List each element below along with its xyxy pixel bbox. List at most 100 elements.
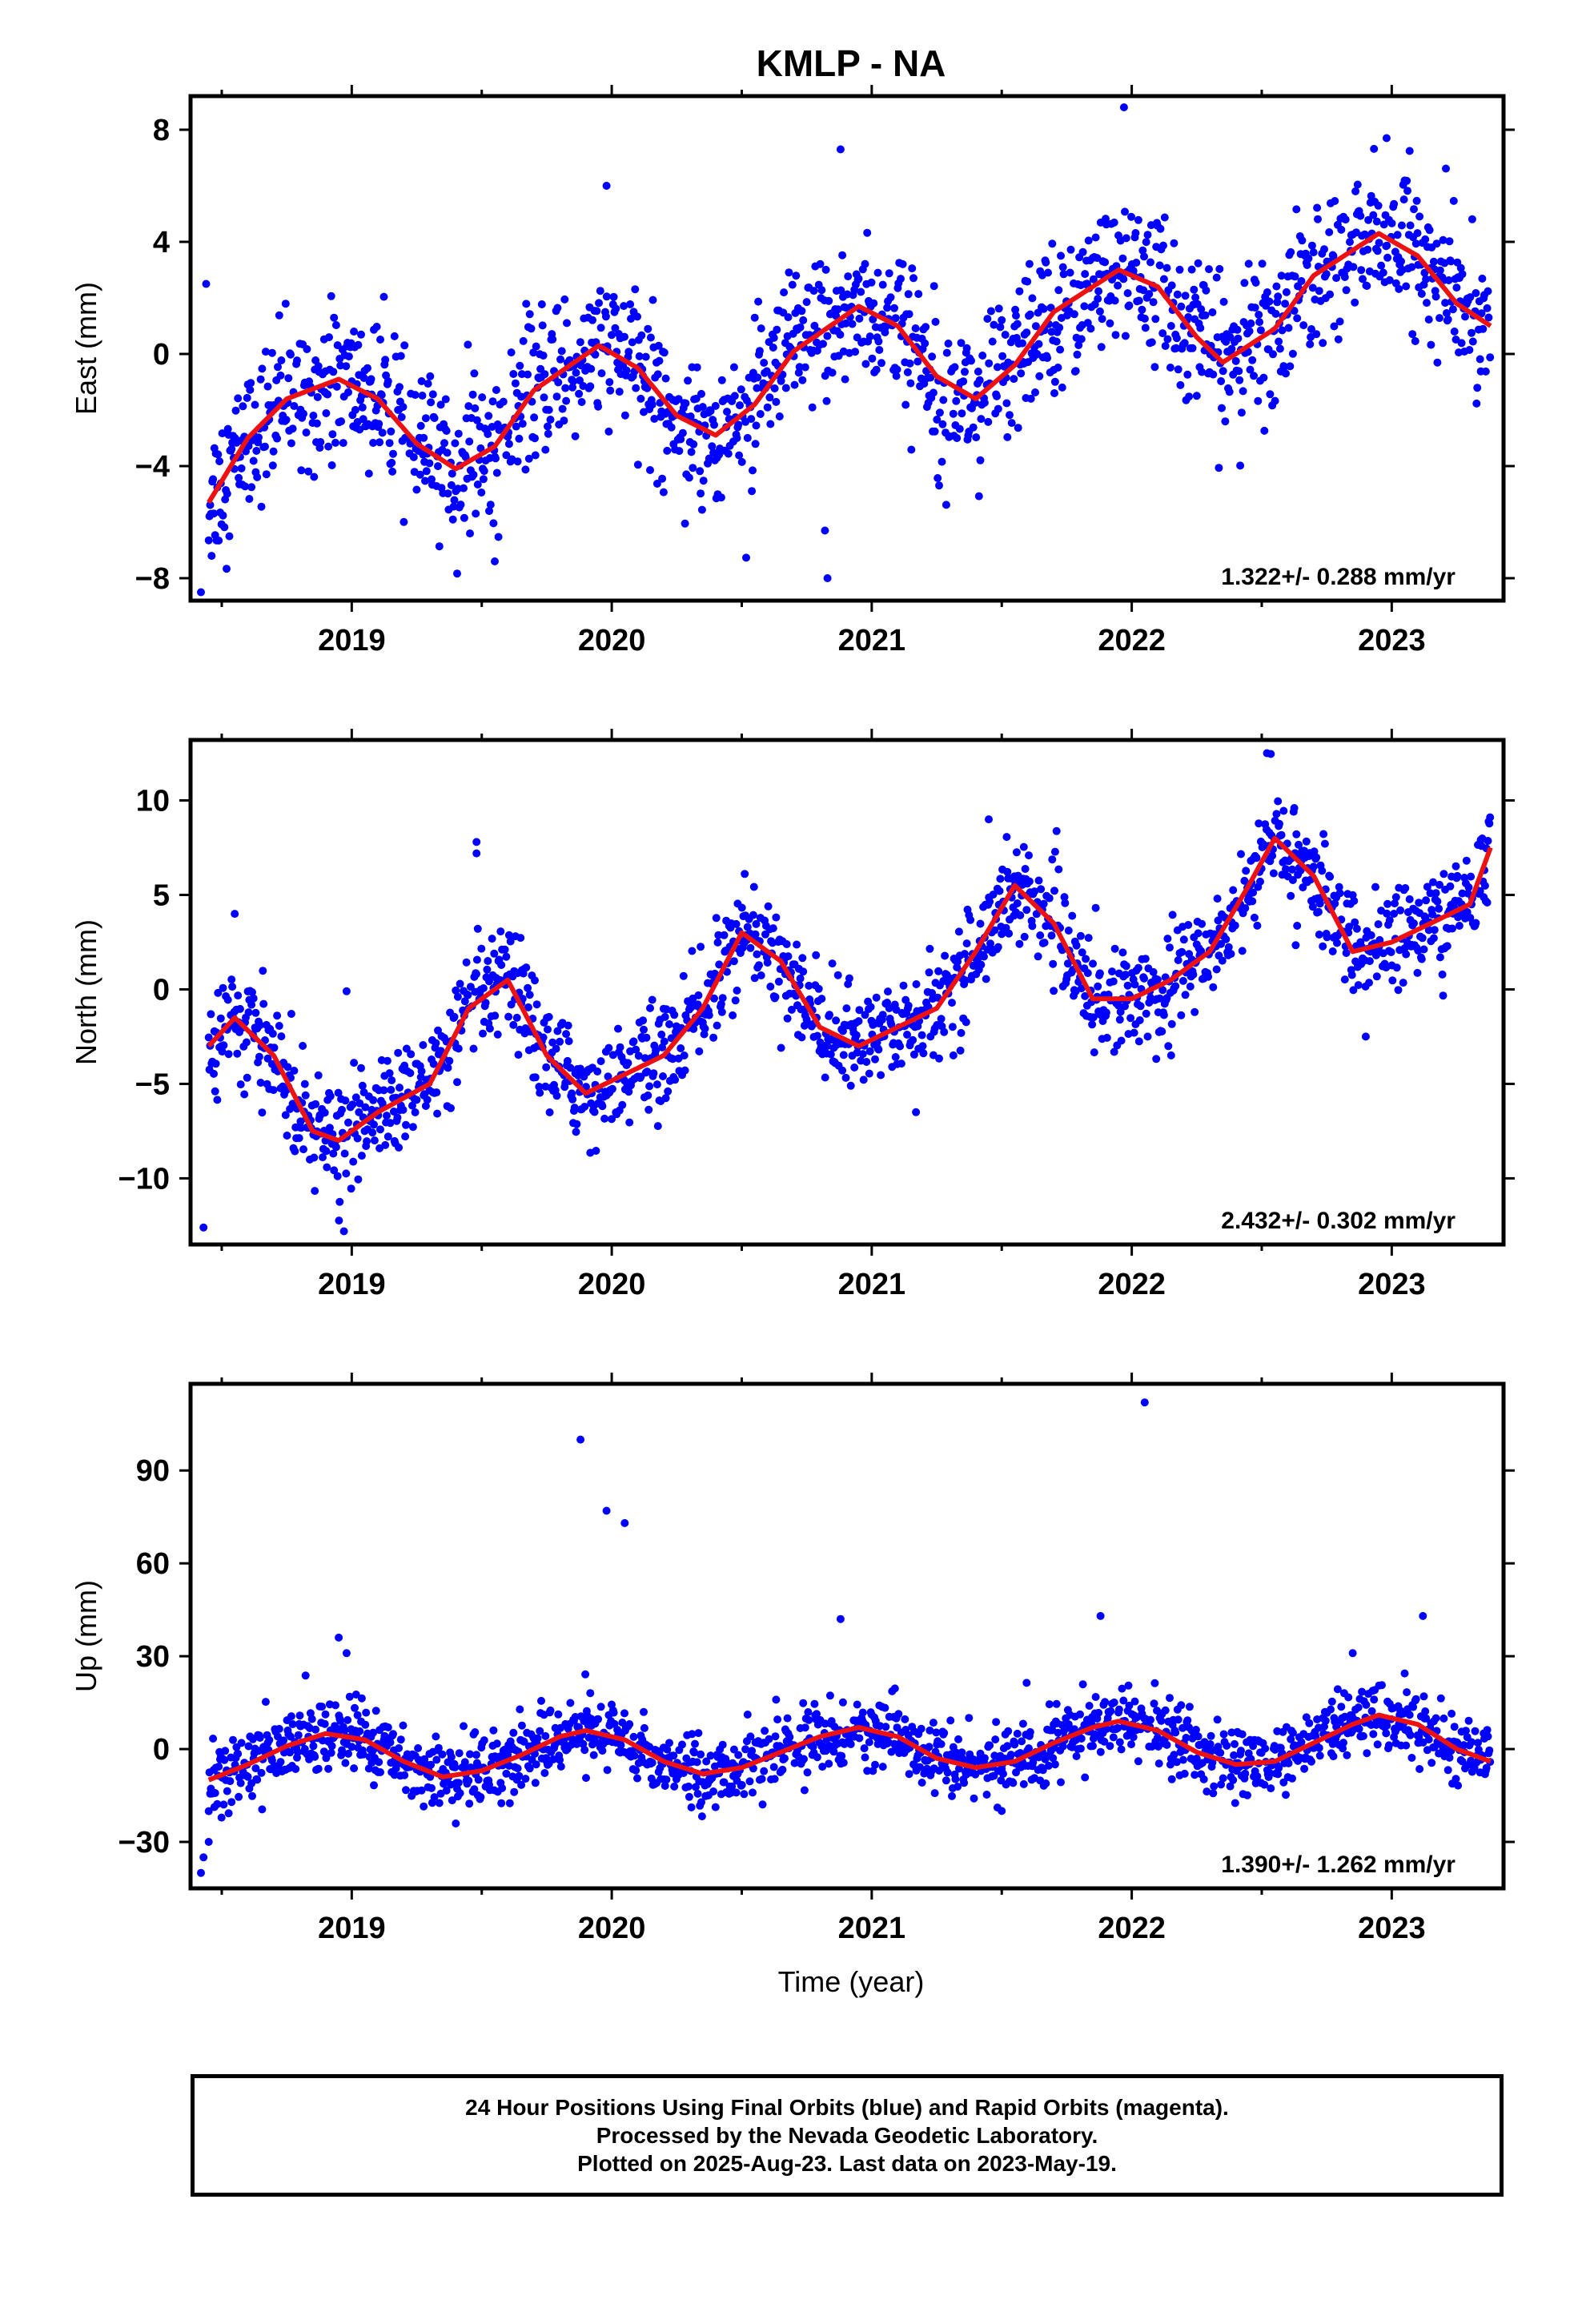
- data-point: [536, 1088, 544, 1097]
- data-point: [906, 379, 915, 388]
- data-point: [1486, 353, 1495, 362]
- data-point: [1423, 883, 1431, 891]
- data-point: [926, 944, 934, 953]
- data-point: [943, 1768, 952, 1777]
- data-point: [971, 398, 980, 407]
- data-point: [1010, 375, 1018, 384]
- data-point: [788, 280, 797, 289]
- data-point: [1012, 848, 1021, 857]
- data-point: [1274, 1770, 1283, 1779]
- data-point: [878, 1011, 887, 1019]
- data-point: [1328, 947, 1337, 955]
- data-point: [710, 994, 718, 1003]
- data-point: [1106, 319, 1114, 328]
- data-point: [497, 961, 506, 969]
- data-point: [1411, 1695, 1420, 1703]
- data-point: [448, 1796, 456, 1805]
- data-point: [1424, 926, 1433, 935]
- data-point: [1110, 1698, 1118, 1707]
- data-point: [1307, 1757, 1315, 1766]
- data-point: [1050, 987, 1058, 995]
- data-point: [350, 1764, 359, 1773]
- data-point: [544, 422, 552, 431]
- data-point: [223, 424, 232, 433]
- data-point: [417, 1786, 426, 1795]
- data-point: [1010, 1740, 1019, 1749]
- data-point: [402, 1120, 410, 1129]
- data-point: [549, 1755, 558, 1763]
- data-point: [1119, 1696, 1128, 1705]
- data-point: [1314, 215, 1322, 223]
- data-point: [925, 968, 934, 977]
- data-point: [1423, 299, 1431, 308]
- data-point: [586, 382, 595, 391]
- data-point: [210, 1069, 218, 1078]
- data-point: [440, 439, 448, 448]
- data-point: [1427, 1759, 1436, 1767]
- data-point: [204, 1033, 213, 1042]
- data-point: [1312, 853, 1321, 862]
- data-point: [777, 1043, 785, 1052]
- data-point: [642, 1033, 651, 1042]
- data-point: [575, 389, 584, 398]
- y-axis-label: Up (mm): [70, 1580, 102, 1692]
- data-point: [328, 430, 337, 439]
- data-point: [492, 386, 500, 394]
- data-point: [1110, 944, 1119, 953]
- data-point: [1396, 906, 1405, 915]
- data-point: [369, 1096, 378, 1104]
- data-point: [865, 1738, 873, 1747]
- data-point: [1250, 372, 1258, 380]
- data-point: [998, 930, 1006, 939]
- data-point: [470, 369, 479, 378]
- data-point: [1288, 349, 1297, 358]
- data-point: [645, 1082, 654, 1091]
- data-point: [435, 542, 444, 551]
- data-point: [465, 437, 474, 446]
- data-point: [780, 288, 789, 297]
- data-point: [813, 1753, 821, 1762]
- data-point: [1237, 850, 1245, 858]
- data-point: [686, 412, 695, 420]
- data-point: [1091, 903, 1100, 912]
- data-point: [1034, 340, 1043, 348]
- data-point: [345, 1692, 354, 1701]
- data-point: [689, 464, 697, 472]
- data-point: [351, 1093, 360, 1102]
- data-point: [1405, 1711, 1414, 1719]
- data-point: [891, 314, 900, 323]
- data-point: [411, 1108, 420, 1116]
- data-points: [197, 1398, 1495, 1877]
- data-point: [751, 440, 760, 448]
- data-point: [966, 915, 975, 924]
- data-point: [1121, 971, 1130, 979]
- data-point: [1151, 315, 1160, 324]
- data-point: [387, 1076, 396, 1084]
- data-point: [450, 496, 459, 505]
- data-point: [1108, 967, 1116, 976]
- data-point: [1206, 1740, 1215, 1748]
- data-point: [1424, 316, 1433, 324]
- data-point: [930, 282, 938, 291]
- data-point: [223, 489, 231, 498]
- data-point: [411, 391, 420, 400]
- data-point: [976, 919, 985, 928]
- data-point: [562, 396, 571, 405]
- data-point: [802, 298, 811, 307]
- data-point: [1484, 287, 1492, 296]
- data-point: [249, 456, 258, 465]
- data-point: [287, 439, 295, 448]
- data-point: [632, 384, 640, 392]
- data-point: [1158, 986, 1167, 995]
- data-point: [1308, 903, 1317, 911]
- data-point: [677, 1044, 685, 1052]
- data-point: [301, 1671, 310, 1680]
- data-point: [1212, 965, 1221, 974]
- data-point: [506, 937, 515, 946]
- data-point: [1039, 899, 1048, 908]
- data-point: [734, 1751, 743, 1759]
- data-point: [890, 1684, 899, 1693]
- data-point: [1098, 315, 1106, 324]
- data-point: [743, 1711, 752, 1719]
